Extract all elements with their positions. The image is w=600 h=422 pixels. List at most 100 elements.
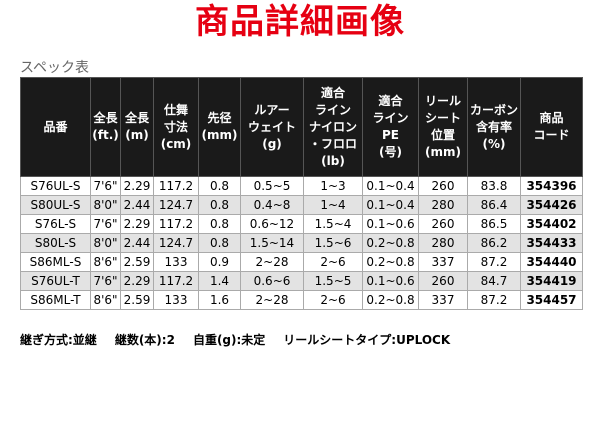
header-cell: 全長 (ft.) <box>90 77 121 177</box>
table-cell: 0.8 <box>198 176 241 196</box>
table-cell: 1~4 <box>303 195 363 215</box>
table-cell: 124.7 <box>153 195 199 215</box>
footer-item: 継ぎ方式:並継 <box>20 333 97 347</box>
header-line: (m) <box>125 128 149 142</box>
table-cell: 2~6 <box>303 290 363 310</box>
table-cell: 2.59 <box>120 290 154 310</box>
table-cell: 87.2 <box>467 252 521 272</box>
table-cell: S80L-S <box>20 233 91 253</box>
header-line: 先径 <box>207 111 232 125</box>
header-cell: 全長 (m) <box>120 77 154 177</box>
table-cell: 2.44 <box>120 195 154 215</box>
table-cell: 0.4~8 <box>240 195 304 215</box>
spec-table: 品番 全長 (ft.) 全長 (m) 仕舞 寸法 (cm) 先径 (mm) ルアー ウェイト (g) 適合… <box>20 77 583 310</box>
header-line: ・フロロ <box>308 136 357 151</box>
header-line: (号) <box>379 145 402 159</box>
header-line: ナイロン <box>308 119 357 134</box>
table-cell: 354402 <box>520 214 583 234</box>
table-cell: 1.5~5 <box>303 271 363 291</box>
table-cell: 0.2~0.8 <box>362 290 419 310</box>
header-line: 全長 <box>93 111 118 125</box>
table-cell: 0.1~0.6 <box>362 271 419 291</box>
header-line: (cm) <box>160 136 192 151</box>
table-row: S86ML-T 8'6" 2.59 133 1.6 2~28 2~6 0.2~0.8 337 87… <box>20 290 583 310</box>
header-line: 仕舞 <box>163 102 188 117</box>
footer-specs: 継ぎ方式:並継 継数(本):2 自重(g):未定 リールシートタイプ:UPLOCK <box>20 331 468 349</box>
table-cell: 117.2 <box>153 176 199 196</box>
header-line: 品番 <box>43 119 68 134</box>
table-cell: 117.2 <box>153 271 199 291</box>
table-cell: 2.59 <box>120 252 154 272</box>
table-row: S76UL-T 7'6" 2.29 117.2 1.4 0.6~6 1.5~5 0.1~0.6… <box>20 271 583 291</box>
table-cell: 1~3 <box>303 176 363 196</box>
table-body: S76UL-S 7'6" 2.29 117.2 0.8 0.5~5 1~3 0.1~0.4 26… <box>20 176 583 310</box>
table-cell: S76UL-S <box>20 176 91 196</box>
table-row: S80L-S 8'0" 2.44 124.7 0.8 1.5~14 1.5~6 0.2~0.8… <box>20 233 583 253</box>
table-cell: 2~6 <box>303 252 363 272</box>
table-cell: 8'0" <box>90 233 121 253</box>
table-cell: 117.2 <box>153 214 199 234</box>
header-cell: 品番 <box>20 77 91 177</box>
header-cell: 適合 ライン PE (号) <box>362 77 419 177</box>
table-cell: S76UL-T <box>20 271 91 291</box>
table-cell: 7'6" <box>90 214 121 234</box>
table-cell: 1.4 <box>198 271 241 291</box>
table-cell: 1.5~14 <box>240 233 304 253</box>
header-cell: リールシート位置 (mm) <box>418 77 468 177</box>
table-cell: 354440 <box>520 252 583 272</box>
table-cell: 337 <box>418 290 468 310</box>
table-cell: 354396 <box>520 176 583 196</box>
table-cell: 260 <box>418 176 468 196</box>
table-cell: S86ML-T <box>20 290 91 310</box>
footer-item: 継数(本):2 <box>114 333 175 347</box>
table-cell: 2.29 <box>120 214 154 234</box>
table-cell: 354426 <box>520 195 583 215</box>
table-cell: 280 <box>418 233 468 253</box>
header-line: (mm) <box>425 145 461 159</box>
table-cell: 86.5 <box>467 214 521 234</box>
header-row: 品番 全長 (ft.) 全長 (m) 仕舞 寸法 (cm) 先径 (mm) ルアー ウェイト (g) 適合… <box>20 77 583 177</box>
header-line: (mm) <box>201 128 238 142</box>
table-cell: 354419 <box>520 271 583 291</box>
header-cell: カーボン 含有率 (%) <box>467 77 521 177</box>
header-line: シート <box>424 111 461 125</box>
table-cell: 0.8 <box>198 233 241 253</box>
table-cell: 0.5~5 <box>240 176 304 196</box>
table-cell: S80UL-S <box>20 195 91 215</box>
header-line: ライン <box>314 102 351 117</box>
header-cell: ルアー ウェイト (g) <box>240 77 304 177</box>
table-cell: 133 <box>153 252 199 272</box>
table-cell: 0.2~0.8 <box>362 233 419 253</box>
header-cell: 先径 (mm) <box>198 77 241 177</box>
table-cell: 0.1~0.4 <box>362 176 419 196</box>
header-line: (%) <box>482 136 506 151</box>
table-cell: 0.8 <box>198 195 241 215</box>
header-line: コード <box>533 128 570 142</box>
table-cell: S76L-S <box>20 214 91 234</box>
table-cell: 260 <box>418 271 468 291</box>
header-line: 商品 <box>539 111 564 125</box>
table-cell: 86.2 <box>467 233 521 253</box>
table-row: S76UL-S 7'6" 2.29 117.2 0.8 0.5~5 1~3 0.1~0.4 26… <box>20 176 583 196</box>
table-row: S76L-S 7'6" 2.29 117.2 0.8 0.6~12 1.5~4 0.1~0.6… <box>20 214 583 234</box>
table-cell: 280 <box>418 195 468 215</box>
table-cell: 124.7 <box>153 233 199 253</box>
table-cell: 0.6~12 <box>240 214 304 234</box>
table-cell: 87.2 <box>467 290 521 310</box>
header-line: リール <box>424 94 461 108</box>
table-cell: 2~28 <box>240 290 304 310</box>
header-line: 適合 <box>320 85 345 100</box>
header-line: ウェイト <box>247 119 296 134</box>
table-cell: 0.6~6 <box>240 271 304 291</box>
header-cell: 仕舞寸法 (cm) <box>153 77 199 177</box>
table-cell: 1.5~4 <box>303 214 363 234</box>
table-row: S86ML-S 8'6" 2.59 133 0.9 2~28 2~6 0.2~0.8 337 87… <box>20 252 583 272</box>
header-line: 全長 <box>124 111 149 125</box>
header-line: 適合 <box>378 94 403 108</box>
table-cell: 2.29 <box>120 271 154 291</box>
header-line: 寸法 <box>163 119 188 134</box>
header-line: 位置 <box>430 128 455 142</box>
table-row: S80UL-S 8'0" 2.44 124.7 0.8 0.4~8 1~4 0.1~0.4 28… <box>20 195 583 215</box>
table-cell: 2.44 <box>120 233 154 253</box>
